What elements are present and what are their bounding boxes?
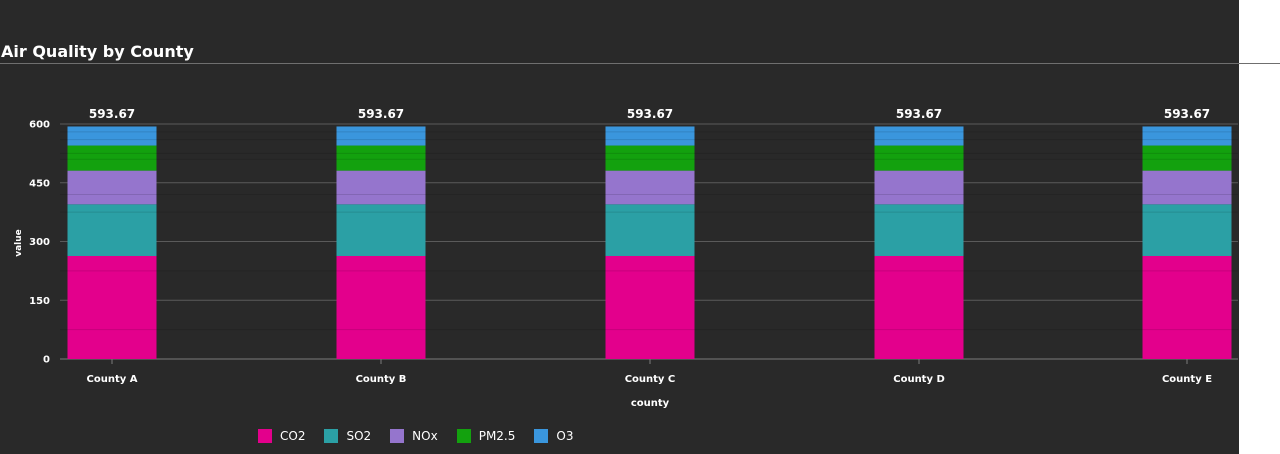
legend-item[interactable]: NOx	[390, 429, 438, 443]
bar-segment-nox[interactable]	[336, 170, 426, 205]
x-tick-label: County C	[625, 374, 676, 385]
bar-segment-co2[interactable]	[874, 255, 964, 359]
y-tick-label: 0	[43, 355, 50, 366]
bar-total-label: 593.67	[896, 107, 942, 121]
legend-item[interactable]: SO2	[324, 429, 371, 443]
legend-swatch	[390, 429, 405, 443]
bar-segment-nox[interactable]	[67, 170, 157, 205]
bar-segment-o3[interactable]	[605, 126, 695, 146]
bar-segment-co2[interactable]	[336, 255, 426, 359]
legend-swatch	[456, 429, 471, 443]
y-tick-label: 600	[29, 120, 50, 131]
y-tick-label: 150	[29, 296, 50, 307]
y-tick-label: 450	[29, 178, 50, 189]
bar-segment-pm25[interactable]	[67, 145, 157, 171]
x-axis-title: county	[631, 398, 670, 409]
bar-segment-pm25[interactable]	[336, 145, 426, 171]
legend-item[interactable]: PM2.5	[456, 429, 516, 443]
legend-label: CO2	[280, 429, 306, 443]
x-tick-label: County A	[87, 374, 138, 385]
x-tick-label: County E	[1162, 374, 1212, 385]
x-tick-label: County B	[356, 374, 407, 385]
bar-total-label: 593.67	[89, 107, 135, 121]
bar-segment-so2[interactable]	[1142, 204, 1232, 256]
legend-swatch	[324, 429, 339, 443]
legend-label: PM2.5	[478, 429, 516, 443]
bar-segment-pm25[interactable]	[1142, 145, 1232, 171]
legend-item[interactable]: O3	[534, 429, 573, 443]
bar-segment-co2[interactable]	[605, 255, 695, 359]
bar-segment-pm25[interactable]	[874, 145, 964, 171]
bar-segment-so2[interactable]	[67, 204, 157, 256]
bar-total-label: 593.67	[358, 107, 404, 121]
legend-label: NOx	[412, 429, 438, 443]
bar-segment-o3[interactable]	[67, 126, 157, 146]
chart-title: Air Quality by County	[1, 42, 194, 61]
y-tick-label: 300	[29, 237, 50, 248]
legend-swatch	[534, 429, 549, 443]
bar-segment-co2[interactable]	[67, 255, 157, 359]
title-divider	[0, 63, 1280, 64]
legend-swatch	[258, 429, 272, 443]
legend-item[interactable]: CO2	[258, 429, 305, 443]
bar-segment-nox[interactable]	[605, 170, 695, 205]
bar-segment-pm25[interactable]	[605, 145, 695, 171]
chart-legend: CO2 SO2 NOx PM2.5 O3	[258, 429, 592, 443]
bar-segment-co2[interactable]	[1142, 255, 1232, 359]
bar-segment-o3[interactable]	[1142, 126, 1232, 146]
bar-segment-o3[interactable]	[336, 126, 426, 146]
stacked-bar-chart: 0 150 300 450 600 value 593.67 County A 593.67 Co…	[14, 107, 1238, 409]
bar-segment-o3[interactable]	[874, 126, 964, 146]
y-axis-title: value	[14, 229, 24, 257]
legend-label: SO2	[346, 429, 372, 443]
bar-total-label: 593.67	[1164, 107, 1210, 121]
legend-label: O3	[556, 429, 574, 443]
bar-segment-nox[interactable]	[874, 170, 964, 205]
bar-segment-so2[interactable]	[605, 204, 695, 256]
x-tick-label: County D	[893, 374, 945, 385]
bar-segment-so2[interactable]	[874, 204, 964, 256]
bar-total-label: 593.67	[627, 107, 673, 121]
bar-segment-so2[interactable]	[336, 204, 426, 256]
bar-segment-nox[interactable]	[1142, 170, 1232, 205]
